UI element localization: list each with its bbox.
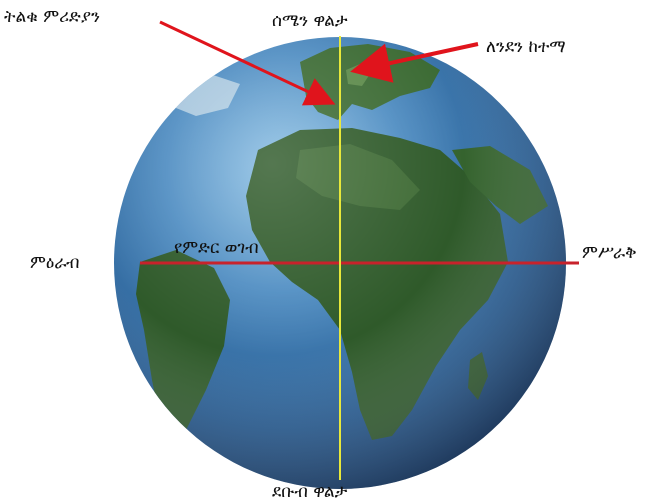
- london-arrow: [350, 42, 479, 83]
- north-pole-label: ሰሜን ዋልታ: [272, 11, 348, 31]
- west-label: ምዕራብ: [30, 253, 79, 273]
- equator-label: የምድር ወገብ: [174, 238, 259, 258]
- east-label: ምሥራቅ: [582, 243, 637, 263]
- prime-meridian-arrow: [159, 20, 336, 106]
- london-label: ለንደን ከተማ: [486, 37, 566, 57]
- south-pole-label: ደቡብ ዋልታ: [272, 482, 348, 502]
- prime-meridian-label: ትልቁ ምሪድያን: [4, 7, 100, 27]
